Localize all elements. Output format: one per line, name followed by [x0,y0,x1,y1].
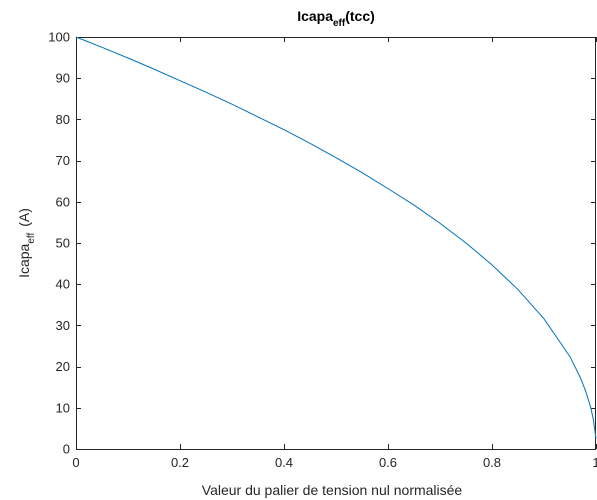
y-tick-label: 100 [48,30,70,45]
y-tick-label: 30 [56,318,70,333]
y-tick-label: 90 [56,71,70,86]
y-tick-label: 40 [56,277,70,292]
y-axis-label-base: Icapa [16,243,32,277]
x-tick-label: 0.6 [379,455,397,470]
y-tick-label: 50 [56,236,70,251]
chart-title: Icapaeff(tcc) [297,8,375,29]
y-tick-label: 10 [56,400,70,415]
chart-title-base: Icapa [297,8,333,24]
axes [76,37,596,450]
x-tick-label: 0.2 [171,455,189,470]
series [75,36,597,439]
y-tick-label: 0 [63,442,70,457]
y-axis-label-suffix: (A) [16,208,32,227]
x-tick-label: 0 [72,455,79,470]
chart-title-suffix: (tcc) [345,8,375,24]
y-axis-label: Icapaeff (A) [16,208,37,278]
y-tick-label: 70 [56,153,70,168]
labels: Icapaeff(tcc) Valeur du palier de tensio… [16,8,462,498]
x-tick-label: 0.4 [275,455,293,470]
y-tick-label: 80 [56,112,70,127]
x-tick-label: 0.8 [483,455,501,470]
x-tick-label: 1 [592,455,597,470]
x-axis-label: Valeur du palier de tension nul normalis… [202,482,463,498]
chart-title-subscript: eff [333,18,346,29]
y-tick-label: 20 [56,359,70,374]
y-axis-label-subscript: eff [26,233,37,244]
y-tick-label: 60 [56,194,70,209]
series-line [75,36,597,439]
